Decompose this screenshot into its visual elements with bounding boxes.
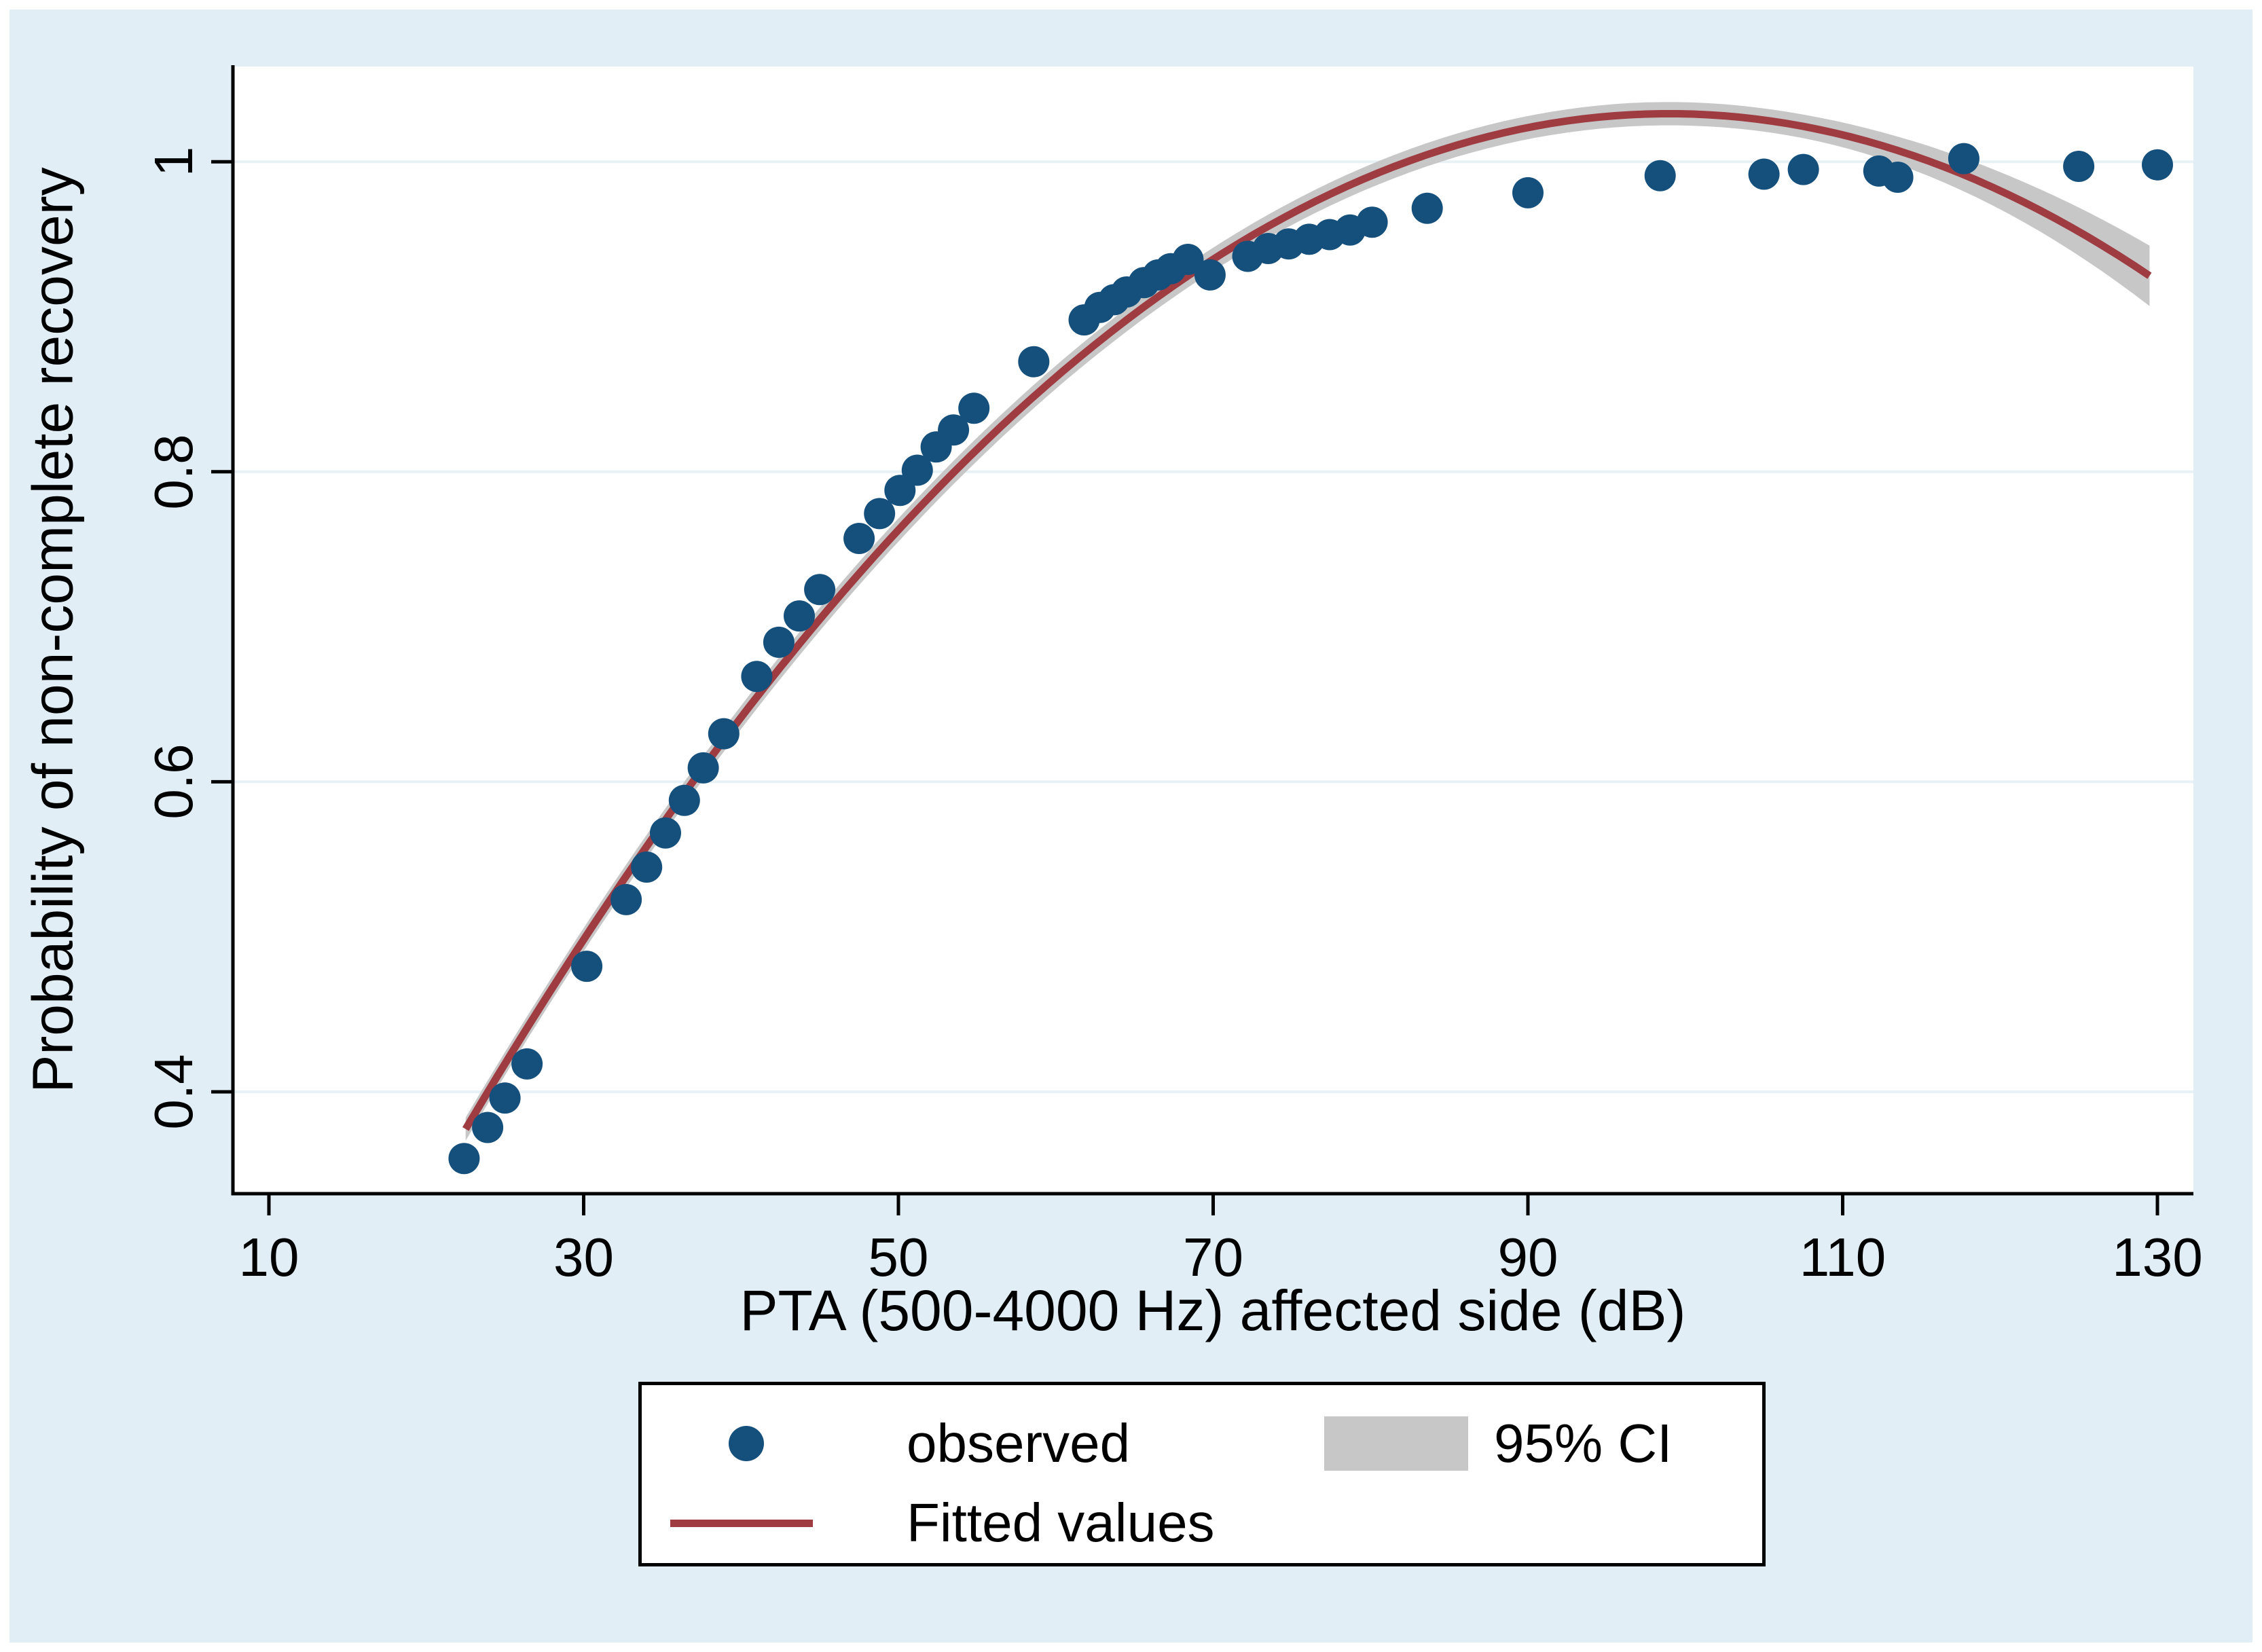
observed-point bbox=[843, 523, 875, 554]
y-axis-title: Probability of non-complete recovery bbox=[20, 167, 85, 1093]
y-tick-label: 0.6 bbox=[143, 744, 204, 820]
observed-point bbox=[668, 784, 700, 816]
observed-point bbox=[901, 454, 933, 486]
y-tick-label: 1 bbox=[143, 146, 204, 177]
observed-point bbox=[958, 392, 990, 424]
observed-point bbox=[864, 498, 896, 530]
observed-point bbox=[610, 883, 642, 915]
observed-point bbox=[1172, 244, 1204, 275]
x-tick-label: 50 bbox=[868, 1227, 929, 1287]
observed-point bbox=[1787, 153, 1819, 185]
observed-point bbox=[1512, 177, 1544, 208]
x-tick-label: 10 bbox=[238, 1227, 299, 1287]
fitted-curve bbox=[462, 110, 2152, 1131]
observed-point bbox=[1018, 346, 1050, 378]
x-tick-label: 70 bbox=[1183, 1227, 1243, 1287]
legend-observed-label: observed bbox=[907, 1413, 1131, 1473]
legend: observed 95% CI Fitted values bbox=[638, 1382, 1766, 1566]
observed-point bbox=[1194, 259, 1226, 291]
observed-point bbox=[708, 718, 740, 750]
observed-point bbox=[1748, 158, 1780, 190]
observed-point bbox=[938, 414, 970, 446]
observed-point bbox=[489, 1082, 521, 1114]
y-tick-label: 0.4 bbox=[143, 1054, 204, 1130]
observed-point bbox=[741, 661, 773, 693]
observed-point bbox=[763, 626, 795, 658]
observed-point bbox=[1882, 162, 1914, 193]
observed-point bbox=[650, 817, 681, 849]
observed-point bbox=[784, 600, 815, 632]
observed-point bbox=[511, 1048, 543, 1080]
x-axis-title: PTA (500-4000 Hz) affected side (dB) bbox=[740, 1279, 1686, 1342]
observed-point bbox=[2063, 151, 2095, 182]
observed-point bbox=[472, 1112, 504, 1143]
observed-point bbox=[1356, 206, 1388, 238]
x-tick-label: 90 bbox=[1497, 1227, 1558, 1287]
x-tick-label: 110 bbox=[1799, 1227, 1886, 1287]
observed-point bbox=[631, 851, 663, 883]
observed-point bbox=[571, 951, 603, 983]
y-tick-label: 0.8 bbox=[143, 434, 204, 510]
observed-marker-icon bbox=[729, 1426, 764, 1461]
x-tick-label: 30 bbox=[553, 1227, 614, 1287]
x-tick-label: 130 bbox=[2112, 1227, 2203, 1287]
fitted-line-icon bbox=[670, 1520, 813, 1527]
observed-point bbox=[804, 574, 836, 606]
legend-ci-label: 95% CI bbox=[1494, 1413, 1673, 1473]
observed-point bbox=[1948, 143, 1980, 175]
observed-point bbox=[1644, 160, 1676, 191]
observed-point bbox=[687, 752, 719, 784]
observed-point bbox=[448, 1143, 480, 1175]
observed-point bbox=[1411, 192, 1443, 224]
observed-point bbox=[2142, 149, 2173, 181]
legend-fitted-label: Fitted values bbox=[907, 1492, 1215, 1553]
ci-band-swatch-icon bbox=[1324, 1416, 1468, 1471]
